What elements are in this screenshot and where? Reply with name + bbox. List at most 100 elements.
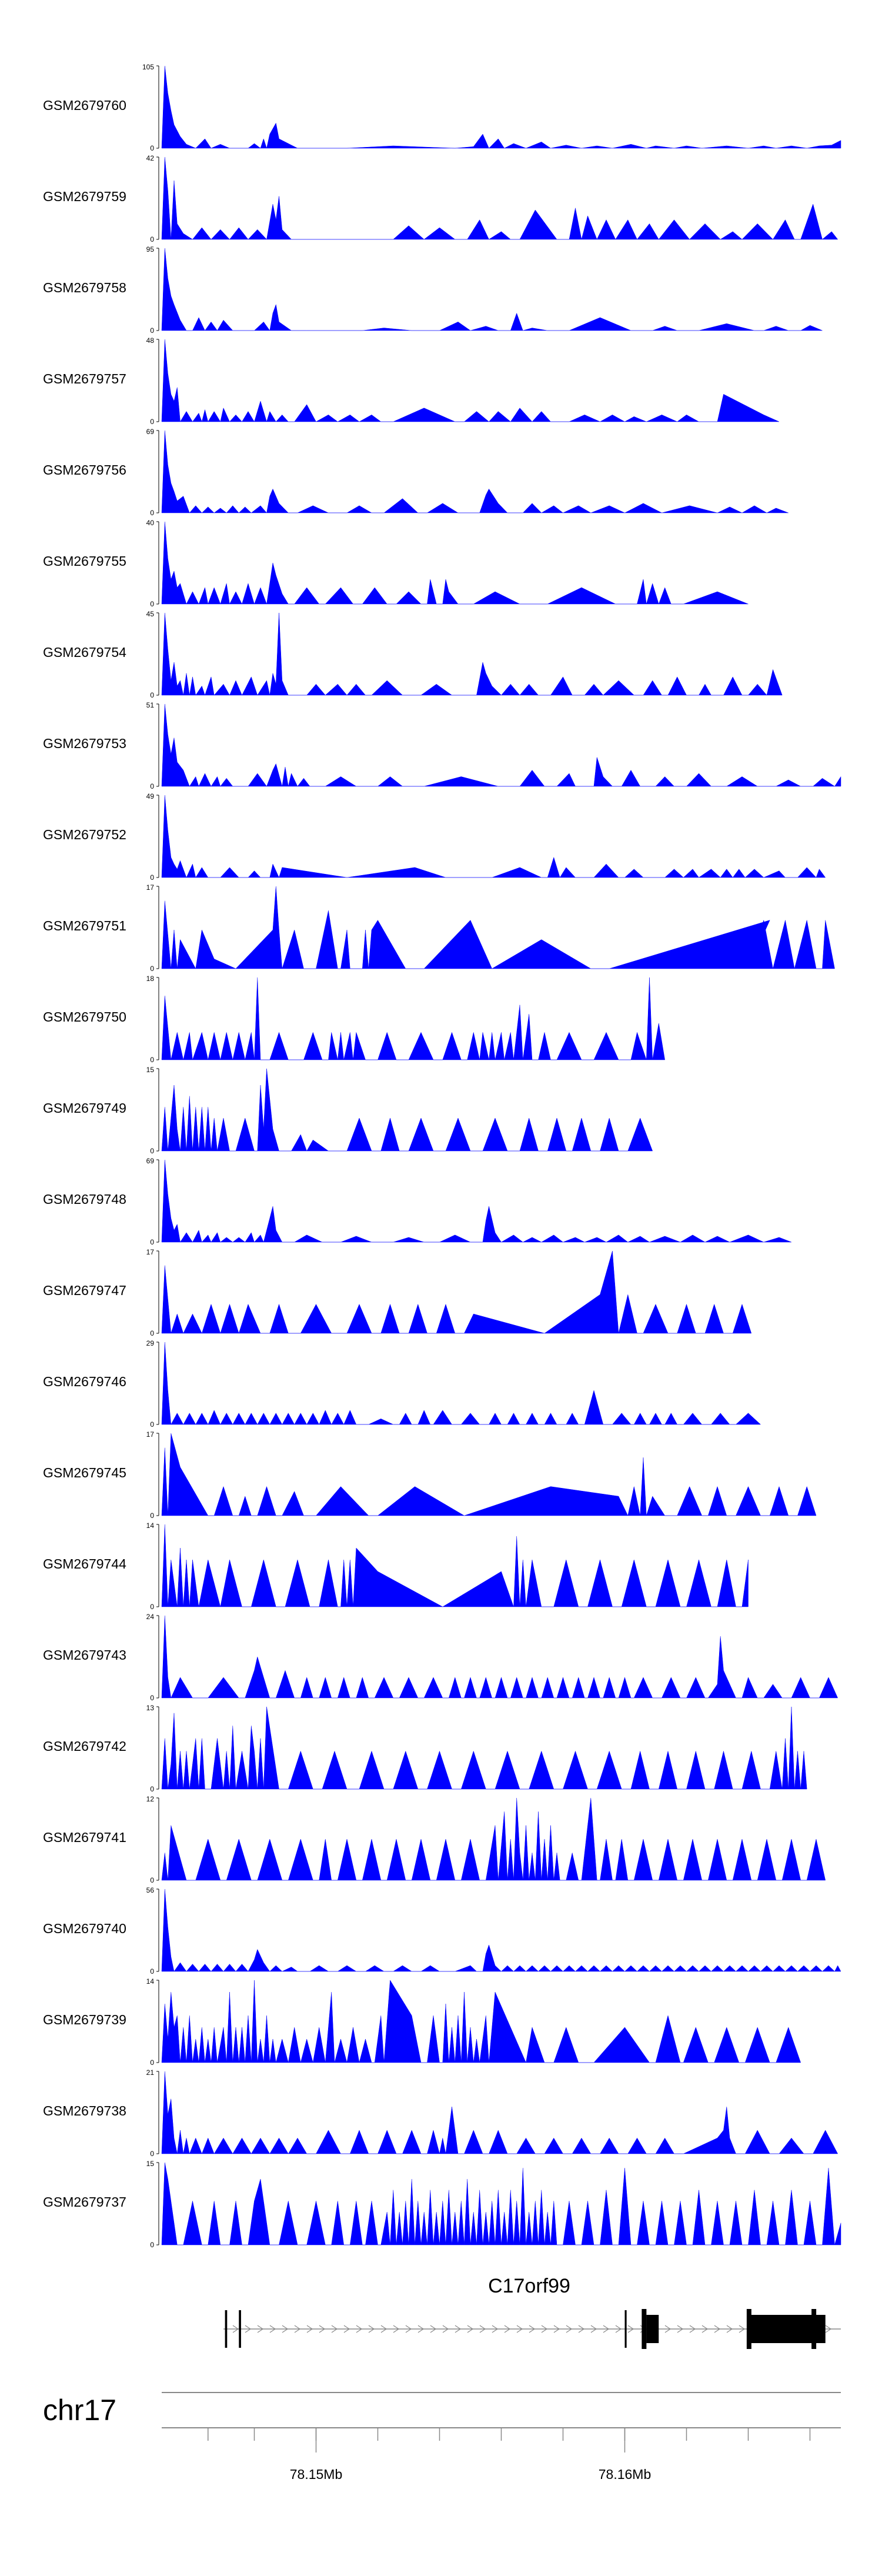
track-GSM2679749: GSM2679749 15 0 xyxy=(43,1066,653,1155)
coverage-area xyxy=(161,977,665,1060)
strand-arrow xyxy=(553,2325,560,2333)
coverage-area xyxy=(161,1342,761,1425)
track-label: GSM2679752 xyxy=(43,827,126,842)
axis-tick-label: 78.16Mb xyxy=(599,2467,652,2482)
coverage-area xyxy=(161,65,841,149)
y-max-label: 69 xyxy=(146,428,155,436)
y-min-label: 0 xyxy=(150,1785,154,1793)
exon-utr xyxy=(239,2310,241,2348)
strand-arrow xyxy=(417,2325,425,2333)
track-label: GSM2679755 xyxy=(43,553,126,569)
coverage-area xyxy=(161,1159,792,1243)
y-max-label: 13 xyxy=(146,1704,155,1712)
track-GSM2679748: GSM2679748 69 0 xyxy=(43,1157,792,1246)
strand-arrow xyxy=(393,2325,400,2333)
coverage-area xyxy=(161,703,841,787)
y-max-label: 48 xyxy=(146,336,155,345)
exon-boundary xyxy=(642,2309,647,2349)
strand-arrow xyxy=(294,2325,301,2333)
strand-arrow xyxy=(504,2325,511,2333)
track-GSM2679744: GSM2679744 14 0 xyxy=(43,1521,749,1611)
y-min-label: 0 xyxy=(150,965,154,973)
track-label: GSM2679740 xyxy=(43,1921,126,1936)
track-GSM2679758: GSM2679758 95 0 xyxy=(43,245,823,335)
y-min-label: 0 xyxy=(150,1329,154,1337)
coverage-area xyxy=(161,1433,817,1516)
coverage-area xyxy=(161,156,838,240)
y-max-label: 45 xyxy=(146,610,155,618)
track-GSM2679757: GSM2679757 48 0 xyxy=(43,336,780,426)
track-label: GSM2679744 xyxy=(43,1556,126,1571)
genome-axis: chr17 78.15Mb 78.16Mb xyxy=(43,2392,841,2482)
track-GSM2679756: GSM2679756 69 0 xyxy=(43,428,789,517)
track-GSM2679738: GSM2679738 21 0 xyxy=(43,2068,838,2158)
y-max-label: 15 xyxy=(146,2160,155,2168)
coverage-area xyxy=(161,886,835,969)
strand-arrow xyxy=(405,2325,412,2333)
track-label: GSM2679738 xyxy=(43,2103,126,2118)
track-label: GSM2679747 xyxy=(43,1283,126,1298)
strand-arrow xyxy=(825,2325,832,2333)
track-label: GSM2679748 xyxy=(43,1192,126,1207)
y-max-label: 17 xyxy=(146,883,155,892)
strand-arrow xyxy=(319,2325,326,2333)
y-min-label: 0 xyxy=(150,782,154,790)
y-min-label: 0 xyxy=(150,1056,154,1064)
track-GSM2679740: GSM2679740 56 0 xyxy=(43,1886,841,1976)
strand-arrow xyxy=(430,2325,437,2333)
track-GSM2679760: GSM2679760 105 0 xyxy=(43,63,841,152)
y-min-label: 0 xyxy=(150,1876,154,1884)
y-min-label: 0 xyxy=(150,509,154,517)
track-GSM2679743: GSM2679743 24 0 xyxy=(43,1613,838,1702)
track-label: GSM2679745 xyxy=(43,1465,126,1480)
strand-arrow xyxy=(714,2325,721,2333)
y-max-label: 42 xyxy=(146,154,155,162)
coverage-area xyxy=(161,248,823,331)
track-label: GSM2679749 xyxy=(43,1100,126,1116)
track-label: GSM2679753 xyxy=(43,736,126,751)
strand-arrow xyxy=(442,2325,449,2333)
strand-arrow xyxy=(541,2325,548,2333)
coverage-area xyxy=(161,1524,749,1607)
strand-arrow xyxy=(529,2325,536,2333)
y-min-label: 0 xyxy=(150,600,154,608)
coverage-area xyxy=(161,612,783,696)
y-max-label: 49 xyxy=(146,792,155,800)
exon-utr xyxy=(624,2310,627,2348)
strand-arrow xyxy=(492,2325,499,2333)
strand-arrow xyxy=(516,2325,523,2333)
track-label: GSM2679737 xyxy=(43,2194,126,2210)
track-GSM2679755: GSM2679755 40 0 xyxy=(43,519,749,608)
track-GSM2679759: GSM2679759 42 0 xyxy=(43,154,838,243)
strand-arrow xyxy=(380,2325,387,2333)
strand-arrow xyxy=(455,2325,462,2333)
exon-coding xyxy=(646,2315,659,2343)
y-min-label: 0 xyxy=(150,691,154,699)
strand-arrow xyxy=(232,2325,239,2333)
y-min-label: 0 xyxy=(150,144,154,152)
strand-arrow xyxy=(343,2325,350,2333)
y-min-label: 0 xyxy=(150,1511,154,1520)
strand-arrow xyxy=(306,2325,313,2333)
track-label: GSM2679741 xyxy=(43,1830,126,1845)
y-max-label: 51 xyxy=(146,701,155,709)
y-max-label: 24 xyxy=(146,1613,155,1621)
y-min-label: 0 xyxy=(150,1694,154,1702)
strand-arrow xyxy=(467,2325,474,2333)
gene-name-label: C17orf99 xyxy=(488,2275,570,2297)
strand-arrow xyxy=(615,2325,622,2333)
exon-boundary xyxy=(746,2309,751,2349)
chromosome-label: chr17 xyxy=(43,2394,116,2427)
strand-arrow xyxy=(269,2325,276,2333)
strand-arrow xyxy=(726,2325,733,2333)
y-max-label: 56 xyxy=(146,1886,155,1894)
y-min-label: 0 xyxy=(150,235,154,243)
coverage-area xyxy=(161,430,789,513)
gene-model: C17orf99 xyxy=(223,2275,841,2349)
strand-arrow xyxy=(282,2325,289,2333)
y-min-label: 0 xyxy=(150,2150,154,2158)
track-GSM2679745: GSM2679745 17 0 xyxy=(43,1430,817,1520)
track-label: GSM2679746 xyxy=(43,1374,126,1389)
coverage-tracks: GSM2679760 105 0 GSM2679759 42 0 GSM2679758 95 0… xyxy=(43,63,841,2249)
